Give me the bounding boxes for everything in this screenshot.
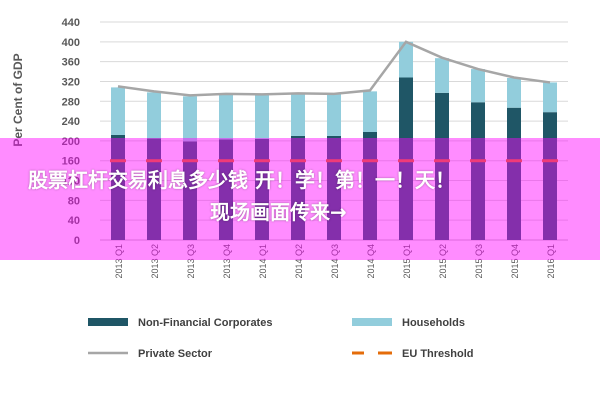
x-tick-label: 2015 Q1 (402, 244, 412, 279)
bar-non-financial-corporates (219, 139, 233, 240)
bar-households (363, 91, 377, 132)
bar-non-financial-corporates (507, 107, 521, 240)
y-axis: 0 40 80 120 160 200 240 280 320 360 400 440 (62, 17, 80, 247)
bar-households (543, 82, 557, 113)
bar-households (111, 87, 125, 135)
banner-line-2: 现场画面传来→ (210, 200, 347, 224)
legend-label: Households (402, 317, 465, 329)
bar-households (183, 96, 197, 142)
y-tick-label: 200 (62, 136, 80, 148)
banner-line-1: 股票杠杆交易利息多少钱 开！学！第！一！天！ (28, 168, 455, 192)
y-tick-label: 440 (62, 17, 80, 29)
legend-label: EU Threshold (402, 348, 474, 360)
y-tick-label: 400 (62, 37, 80, 49)
y-tick-label: 120 (62, 176, 80, 188)
x-axis: 2013 Q1 2013 Q2 2013 Q3 2013 Q4 2014 Q1 2014 … (114, 244, 556, 279)
legend-swatch (88, 318, 128, 326)
bars (111, 41, 557, 240)
bar-households (471, 69, 485, 103)
y-tick-label: 280 (62, 96, 80, 108)
bar-households (255, 94, 269, 139)
x-tick-label: 2014 Q1 (258, 244, 268, 279)
bar-non-financial-corporates (255, 138, 269, 240)
x-tick-label: 2013 Q1 (114, 244, 124, 279)
bar-non-financial-corporates (543, 112, 557, 240)
x-tick-label: 2014 Q3 (330, 244, 340, 279)
bar-non-financial-corporates (183, 141, 197, 240)
x-tick-label: 2014 Q4 (366, 244, 376, 279)
bar-households (147, 92, 161, 139)
bar-households (327, 94, 341, 136)
bar-households (507, 77, 521, 108)
banner-text: 股票杠杆交易利息多少钱 开！学！第！一！天！ 现场画面传来→ (0, 166, 600, 226)
bar-households (219, 94, 233, 140)
bar-non-financial-corporates (471, 102, 485, 240)
bar-households (435, 58, 449, 93)
x-tick-label: 2013 Q4 (222, 244, 232, 279)
y-axis-label: Per Cent of GDP (11, 53, 25, 146)
y-tick-label: 40 (68, 215, 80, 227)
y-tick-label: 80 (68, 195, 80, 207)
y-tick-label: 0 (74, 235, 80, 247)
bar-non-financial-corporates (147, 138, 161, 240)
legend-label: Non-Financial Corporates (138, 317, 272, 329)
legend-label: Private Sector (138, 348, 213, 360)
y-tick-label: 320 (62, 76, 80, 88)
y-tick-label: 360 (62, 57, 80, 69)
y-tick-label: 160 (62, 156, 80, 168)
bar-non-financial-corporates (435, 92, 449, 240)
x-tick-label: 2013 Q3 (186, 244, 196, 279)
x-tick-label: 2016 Q1 (546, 244, 556, 279)
bar-non-financial-corporates (363, 131, 377, 240)
bar-households (399, 41, 413, 78)
line-private-sector (117, 40, 551, 97)
lines (110, 40, 558, 163)
y-tick-label: 240 (62, 116, 80, 128)
x-tick-label: 2013 Q2 (150, 244, 160, 279)
promo-banner-overlay: 股票杠杆交易利息多少钱 开！学！第！一！天！ 现场画面传来→ (0, 138, 600, 260)
x-tick-label: 2014 Q2 (294, 244, 304, 279)
bar-households (291, 93, 305, 136)
legend: Non-Financial Corporates Households Privat… (88, 317, 474, 360)
x-tick-label: 2015 Q4 (510, 244, 520, 279)
legend-swatch (352, 318, 392, 326)
bar-non-financial-corporates (399, 77, 413, 240)
x-tick-label: 2015 Q3 (474, 244, 484, 279)
x-tick-label: 2015 Q2 (438, 244, 448, 279)
